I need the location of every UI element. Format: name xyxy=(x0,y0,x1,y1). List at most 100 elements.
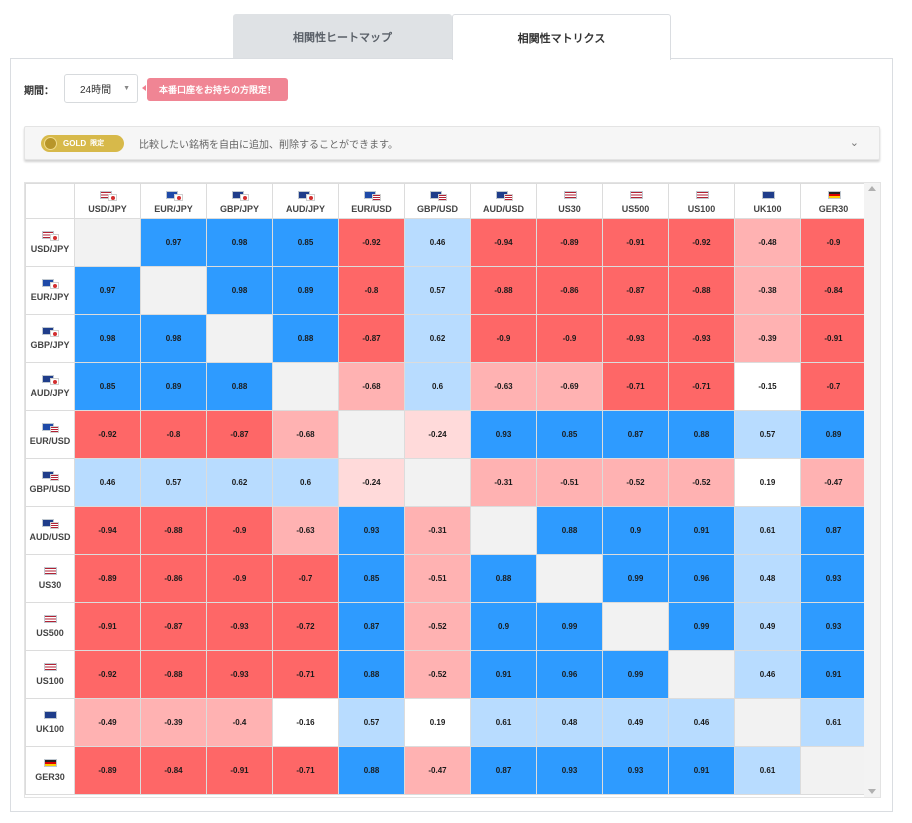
correlation-cell: 0.46 xyxy=(404,218,471,267)
aud-usd-flag-icon xyxy=(494,190,514,201)
row-header-label: EUR/JPY xyxy=(30,292,70,302)
row-header-eur-jpy: EUR/JPY xyxy=(25,266,75,315)
row-header-label: US30 xyxy=(38,580,62,590)
correlation-cell: 0.85 xyxy=(74,362,141,411)
correlation-cell: -0.86 xyxy=(140,554,207,603)
column-header-us500: US500 xyxy=(602,183,669,219)
correlation-cell: 0.98 xyxy=(206,266,273,315)
usd-jpy-flag-icon xyxy=(40,231,60,241)
column-header-eur-usd: EUR/USD xyxy=(338,183,405,219)
row-header-label: US500 xyxy=(36,628,64,638)
gbp-flag-icon xyxy=(44,711,57,719)
correlation-cell: 0.49 xyxy=(734,602,801,651)
correlation-cell: -0.94 xyxy=(74,506,141,555)
correlation-cell: -0.71 xyxy=(602,362,669,411)
column-header-aud-usd: AUD/USD xyxy=(470,183,537,219)
row-header-label: AUD/JPY xyxy=(30,388,70,398)
correlation-cell: 0.85 xyxy=(536,410,603,459)
row-header-label: GBP/USD xyxy=(29,484,71,494)
correlation-cell: -0.39 xyxy=(140,698,207,747)
correlation-cell: 0.96 xyxy=(536,650,603,699)
column-header-label: GER30 xyxy=(818,203,849,214)
usd-flag-icon xyxy=(50,426,59,433)
row-header-gbp-jpy: GBP/JPY xyxy=(25,314,75,363)
correlation-cell: 0.61 xyxy=(734,506,801,555)
correlation-cell xyxy=(800,746,867,795)
matrix-row-gbp-jpy: GBP/JPY 0.98 0.98 0.88 -0.87 0.62 -0.9 -0.9 -0.9… xyxy=(25,314,867,363)
correlation-cell: 0.19 xyxy=(734,458,801,507)
correlation-cell: -0.91 xyxy=(800,314,867,363)
correlation-cell: 0.49 xyxy=(602,698,669,747)
correlation-cell: 0.6 xyxy=(272,458,339,507)
correlation-cell: 0.99 xyxy=(536,602,603,651)
correlation-cell: 0.89 xyxy=(272,266,339,315)
us500-flag-icon xyxy=(40,615,60,625)
correlation-cell xyxy=(74,218,141,267)
row-header-gbp-usd: GBP/USD xyxy=(25,458,75,507)
eur-usd-flag-icon xyxy=(40,423,60,433)
gold-badge-suffix: 限定 xyxy=(90,140,105,147)
eur-usd-flag-icon xyxy=(362,190,382,201)
chevron-down-icon[interactable]: ⌄ xyxy=(849,137,859,149)
correlation-cell: 0.91 xyxy=(470,650,537,699)
correlation-cell: 0.48 xyxy=(734,554,801,603)
matrix-row-eur-jpy: EUR/JPY 0.97 0.98 0.89 -0.8 0.57 -0.88 -0.86 -0.… xyxy=(25,266,867,315)
gold-notice-accordion[interactable]: GOLD 限定 比較したい銘柄を自由に追加、削除することができます。 ⌄ xyxy=(24,126,880,160)
correlation-cell: 0.46 xyxy=(734,650,801,699)
column-header-ger30: GER30 xyxy=(800,183,867,219)
jpy-flag-icon xyxy=(239,193,249,201)
correlation-cell xyxy=(536,554,603,603)
correlation-cell: -0.69 xyxy=(536,362,603,411)
correlation-cell: 0.89 xyxy=(140,362,207,411)
correlation-cell: -0.93 xyxy=(668,314,735,363)
tab-matrix[interactable]: 相関性マトリクス xyxy=(452,14,671,60)
correlation-cell: 0.62 xyxy=(206,458,273,507)
correlation-cell: -0.87 xyxy=(602,266,669,315)
correlation-cell: 0.6 xyxy=(404,362,471,411)
correlation-cell: 0.19 xyxy=(404,698,471,747)
matrix-row-usd-jpy: USD/JPY 0.97 0.98 0.85 -0.92 0.46 -0.94 -0.89 -0… xyxy=(25,218,867,267)
correlation-cell: -0.52 xyxy=(404,650,471,699)
correlation-cell: -0.52 xyxy=(404,602,471,651)
correlation-cell: -0.71 xyxy=(272,746,339,795)
correlation-cell: -0.68 xyxy=(272,410,339,459)
usd-flag-icon xyxy=(629,190,643,199)
matrix-row-us100: US100 -0.92 -0.88 -0.93 -0.71 0.88 -0.52 0.91 0.… xyxy=(25,650,867,699)
column-header-label: GBP/USD xyxy=(416,203,458,214)
badge-pointer xyxy=(142,85,146,91)
row-header-label: EUR/USD xyxy=(29,436,71,446)
correlation-cell: 0.87 xyxy=(800,506,867,555)
matrix-row-gbp-usd: GBP/USD 0.46 0.57 0.62 0.6 -0.24 -0.31 -0.51 -0.… xyxy=(25,458,867,507)
correlation-cell: -0.72 xyxy=(272,602,339,651)
row-header-us30: US30 xyxy=(25,554,75,603)
notice-text: 比較したい銘柄を自由に追加、削除することができます。 xyxy=(139,139,398,151)
correlation-cell: 0.96 xyxy=(668,554,735,603)
correlation-cell: 0.61 xyxy=(734,746,801,795)
jpy-flag-icon xyxy=(107,193,117,201)
correlation-cell: 0.57 xyxy=(338,698,405,747)
ger-flag-icon xyxy=(827,190,841,199)
scroll-up-icon[interactable] xyxy=(868,186,876,191)
correlation-cell: -0.93 xyxy=(602,314,669,363)
aud-usd-flag-icon xyxy=(40,519,60,529)
correlation-cell: 0.93 xyxy=(536,746,603,795)
correlation-cell: 0.99 xyxy=(602,650,669,699)
correlation-cell: -0.88 xyxy=(470,266,537,315)
correlation-matrix: USD/JPY EUR/JPY GBP/JPY AUD/JPY EUR/USD GBP/U… xyxy=(24,182,881,798)
correlation-cell: -0.92 xyxy=(338,218,405,267)
row-header-ger30: GER30 xyxy=(25,746,75,795)
us30-flag-icon xyxy=(560,190,580,201)
period-select-value: 24時間 xyxy=(80,85,112,96)
gbp-jpy-flag-icon xyxy=(230,190,250,201)
matrix-row-us30: US30 -0.89 -0.86 -0.9 -0.7 0.85 -0.51 0.88 0.99 0… xyxy=(25,554,867,603)
scroll-down-icon[interactable] xyxy=(868,789,876,794)
matrix-row-aud-jpy: AUD/JPY 0.85 0.89 0.88 -0.68 0.6 -0.63 -0.69 -0.… xyxy=(25,362,867,411)
correlation-cell: -0.48 xyxy=(734,218,801,267)
gbp-usd-flag-icon xyxy=(428,190,448,201)
correlation-cell: -0.7 xyxy=(800,362,867,411)
period-select[interactable]: 24時間 ▼ xyxy=(64,74,138,103)
gold-badge-label: GOLD xyxy=(63,138,87,148)
tab-heatmap[interactable]: 相関性ヒートマップ xyxy=(233,14,452,59)
matrix-scrollbar[interactable] xyxy=(864,183,880,797)
matrix-corner xyxy=(25,183,75,219)
